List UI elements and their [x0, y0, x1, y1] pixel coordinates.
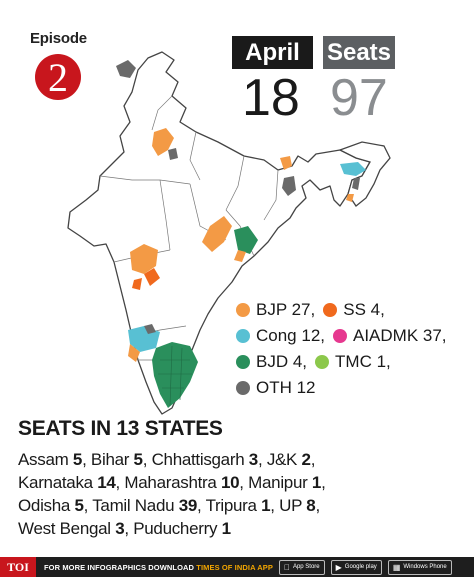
karnataka-others-region [144, 324, 156, 334]
seats-count: 97 [330, 69, 388, 127]
state-name: Bihar [90, 450, 130, 469]
footer-text: FOR MORE INFOGRAPHICS DOWNLOAD [44, 562, 195, 572]
legend-row: BJD 4, TMC 1, [236, 350, 466, 374]
state-seats: 5 [74, 496, 84, 515]
legend-label: BJD 4, [256, 352, 308, 371]
maharashtra-bjp-region [130, 244, 158, 274]
manipur-region [352, 178, 360, 190]
toi-logo: TOI [0, 557, 36, 577]
tamil-nadu-region [152, 342, 198, 408]
state-name: Tamil Nadu [92, 496, 175, 515]
app-store-badge[interactable]:  App Store [278, 559, 325, 575]
state-seats: 10 [220, 473, 240, 492]
footer-bar: TOI FOR MORE INFOGRAPHICS DOWNLOAD TIMES… [0, 557, 474, 577]
aiadmk-color-dot [333, 329, 347, 343]
windows-icon: ▦ [386, 562, 401, 572]
poll-day: 18 [242, 69, 300, 127]
legend-item-bjp: BJP 27, [236, 300, 315, 320]
odisha-bjp-region [234, 250, 246, 262]
legend-label: AIADMK 37, [353, 326, 447, 345]
play-icon: ▶ [336, 563, 342, 572]
state-name: J&K [266, 450, 298, 469]
maharashtra-ss-region-2 [132, 278, 142, 290]
tripura-region [346, 194, 354, 202]
legend-item-ss: SS 4, [323, 300, 385, 320]
up-others-region [168, 148, 178, 160]
ss-color-dot [323, 303, 338, 317]
state-name: Maharashtra [124, 473, 217, 492]
legend-label: BJP 27, [256, 300, 316, 319]
tamil-nadu-districts [158, 345, 192, 407]
karnataka-bjp-region [128, 344, 140, 362]
state-seats: 3 [248, 450, 258, 469]
badge-label: App Store [286, 564, 320, 570]
legend-item-aiadmk: AIADMK 37, [333, 326, 447, 346]
northeast-outline [338, 141, 391, 207]
oth-color-dot [236, 381, 250, 395]
seats-section-title: SEATS IN 13 STATES [18, 417, 223, 440]
state-seats: 5 [133, 450, 143, 469]
legend-label: OTH 12 [256, 378, 316, 397]
bengal-others-region [282, 176, 296, 196]
month-label: April [232, 36, 313, 69]
state-name: Chhattisgarh [151, 450, 245, 469]
apple-icon:  [284, 563, 290, 572]
state-name: Karnataka [18, 473, 93, 492]
badge-label: Windows Phone [397, 564, 446, 570]
chhattisgarh-region [202, 216, 232, 252]
state-seats: 3 [115, 519, 125, 538]
state-seats: 1 [221, 519, 231, 538]
google-play-badge[interactable]: ▶ Google play [330, 559, 382, 575]
seats-line: Karnataka 14, Maharashtra 10, Manipur 1, [18, 473, 326, 492]
legend-row: Cong 12, AIADMK 37, [236, 324, 466, 348]
legend-item-oth: OTH 12 [236, 378, 316, 398]
state-name: Tripura [205, 496, 257, 515]
episode-label: Episode [30, 30, 87, 47]
maharashtra-ss-region [144, 268, 160, 286]
state-name: Puducherry [133, 519, 218, 538]
assam-region [340, 162, 366, 176]
episode-badge: 2 [35, 54, 81, 100]
seats-line: Odisha 5, Tamil Nadu 39, Tripura 1, UP 8… [18, 496, 320, 515]
up-bjp-region [152, 128, 174, 156]
legend-item-tmc: TMC 1, [315, 352, 391, 372]
footer-promo-text: FOR MORE INFOGRAPHICS DOWNLOAD TIMES OF … [44, 563, 273, 572]
legend-row: OTH 12 [236, 376, 466, 400]
state-seats: 8 [306, 496, 316, 515]
india-map [67, 51, 391, 415]
bjd-color-dot [236, 355, 250, 369]
state-seats: 5 [72, 450, 83, 469]
legend-label: Cong 12, [256, 326, 325, 345]
state-seats: 14 [97, 473, 116, 492]
state-name: Manipur [248, 473, 308, 492]
state-seats: 39 [178, 496, 198, 515]
footer-app-name: TIMES OF INDIA APP [196, 562, 273, 572]
state-name: Assam [18, 450, 69, 469]
legend-label: SS 4, [343, 300, 385, 319]
legend-row: BJP 27, SS 4, [236, 298, 466, 322]
seats-state-list: Assam 5, Bihar 5, Chhattisgarh 3, J&K 2,… [18, 448, 468, 540]
seats-line: West Bengal 3, Puducherry 1 [18, 519, 231, 538]
badge-label: Google play [338, 564, 377, 570]
state-name: UP [279, 496, 302, 515]
state-seats: 1 [311, 473, 322, 492]
episode-number: 2 [48, 55, 68, 100]
legend-label: TMC 1, [335, 352, 391, 371]
state-seats: 1 [261, 496, 271, 515]
odisha-bjd-region [234, 226, 258, 254]
cong-color-dot [236, 329, 250, 343]
state-name: Odisha [18, 496, 71, 515]
jk-others-region [116, 60, 136, 78]
bihar-region [280, 156, 292, 170]
state-name: West Bengal [18, 519, 111, 538]
state-seats: 2 [301, 450, 311, 469]
bjp-color-dot [236, 303, 250, 317]
legend-item-bjd: BJD 4, [236, 352, 307, 372]
windows-phone-badge[interactable]: ▦ Windows Phone [386, 559, 452, 575]
party-legend: BJP 27, SS 4, Cong 12, AIADMK 37, BJD 4,… [236, 298, 466, 402]
tmc-color-dot [315, 355, 330, 369]
legend-item-cong: Cong 12, [236, 326, 325, 346]
seats-label: Seats [323, 36, 395, 69]
seats-line: Assam 5, Bihar 5, Chhattisgarh 3, J&K 2, [18, 450, 316, 469]
